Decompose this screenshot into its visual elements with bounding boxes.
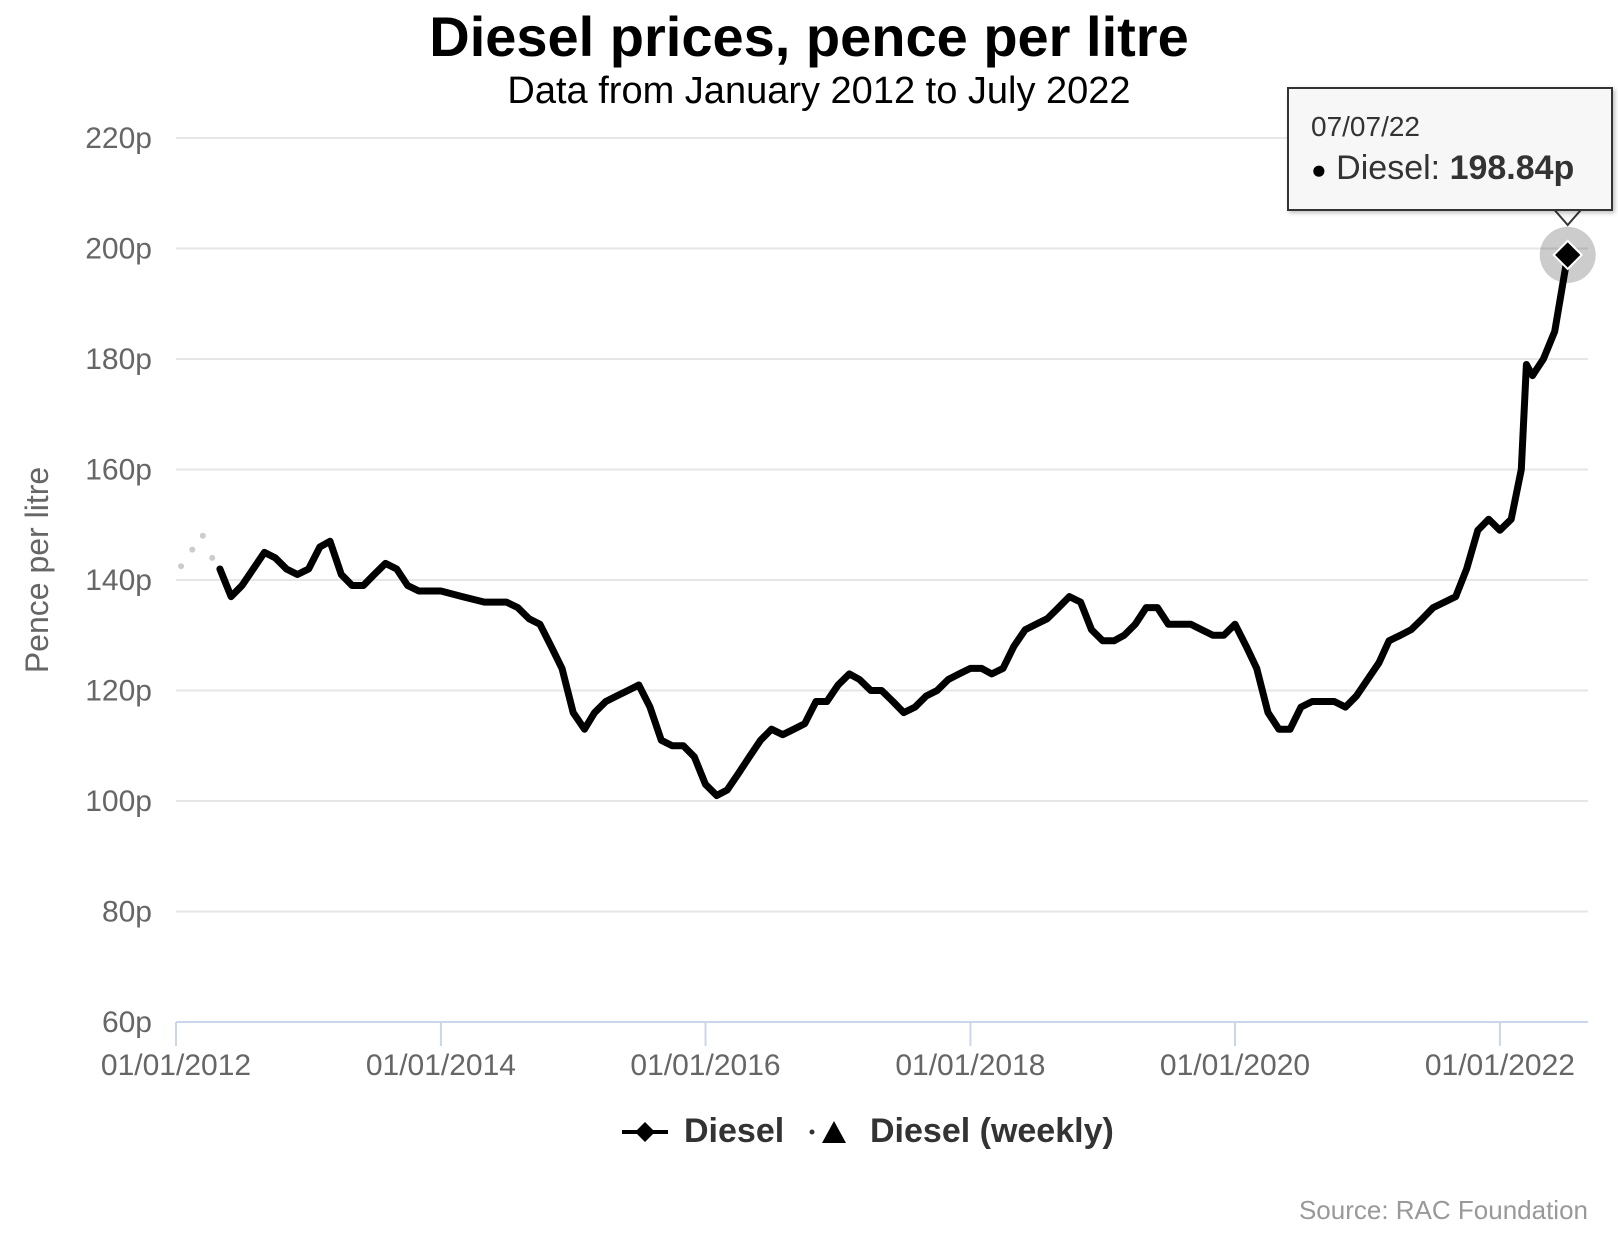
y-tick-label: 160p	[85, 454, 152, 487]
tooltip-date: 07/07/22	[1311, 111, 1420, 142]
highlight-diamond-marker[interactable]	[1552, 239, 1584, 271]
series-line-diesel[interactable]	[216, 251, 1572, 799]
y-tick-label: 120p	[85, 675, 152, 708]
y-tick-label: 100p	[85, 785, 152, 818]
weekly-data-point	[189, 546, 196, 553]
series-diesel-weekly	[178, 532, 216, 570]
legend: Diesel Diesel (weekly)	[0, 1112, 1618, 1162]
y-tick-label: 200p	[85, 233, 152, 266]
series-layer	[178, 207, 1596, 799]
x-tick-label: 01/01/2016	[630, 1049, 780, 1082]
legend-item-diesel[interactable]: Diesel	[620, 1112, 784, 1151]
chart-subtitle: Data from January 2012 to July 2022	[507, 70, 1131, 112]
tooltip-line: ● Diesel: 198.84p	[1311, 149, 1574, 188]
x-tick-label: 01/01/2014	[366, 1049, 516, 1082]
y-axis-label: Pence per litre	[19, 467, 55, 673]
tooltip-series-label: Diesel:	[1336, 149, 1441, 187]
chart-title: Diesel prices, pence per litre	[429, 5, 1189, 68]
tooltip-value: 198.84p	[1449, 149, 1575, 187]
y-tick-label: 140p	[85, 564, 152, 597]
x-tick-label: 01/01/2018	[895, 1049, 1045, 1082]
weekly-data-point	[178, 563, 185, 570]
y-tick-label: 80p	[102, 896, 152, 929]
tooltip-pointer	[1551, 208, 1584, 227]
y-axis-ticks: 220p 200p 180p 160p 140p 120p 100p 80p 60p	[85, 122, 152, 1039]
x-axis: 01/01/2012 01/01/2014 01/01/2016 01/01/2018…	[101, 1021, 1588, 1082]
tooltip-bullet-icon: ●	[1311, 154, 1327, 185]
legend-item-diesel-weekly[interactable]: Diesel (weekly)	[808, 1112, 1114, 1151]
y-tick-label: 60p	[102, 1006, 152, 1039]
weekly-data-point	[209, 554, 216, 561]
diamond-line-icon	[622, 1121, 668, 1142]
legend-label-diesel-weekly: Diesel (weekly)	[870, 1112, 1114, 1150]
tooltip: 07/07/22 ● Diesel: 198.84p	[1287, 87, 1613, 211]
x-tick-label: 01/01/2022	[1425, 1049, 1575, 1082]
y-tick-label: 220p	[85, 122, 152, 155]
source-credit: Source: RAC Foundation	[1298, 1195, 1588, 1225]
legend-label-diesel: Diesel	[684, 1112, 785, 1150]
x-tick-label: 01/01/2020	[1160, 1049, 1310, 1082]
y-tick-label: 180p	[85, 343, 152, 376]
weekly-data-point	[199, 532, 206, 539]
triangle-dotted-icon	[809, 1120, 846, 1143]
grid-lines	[176, 137, 1588, 913]
x-tick-label: 01/01/2012	[101, 1049, 251, 1082]
